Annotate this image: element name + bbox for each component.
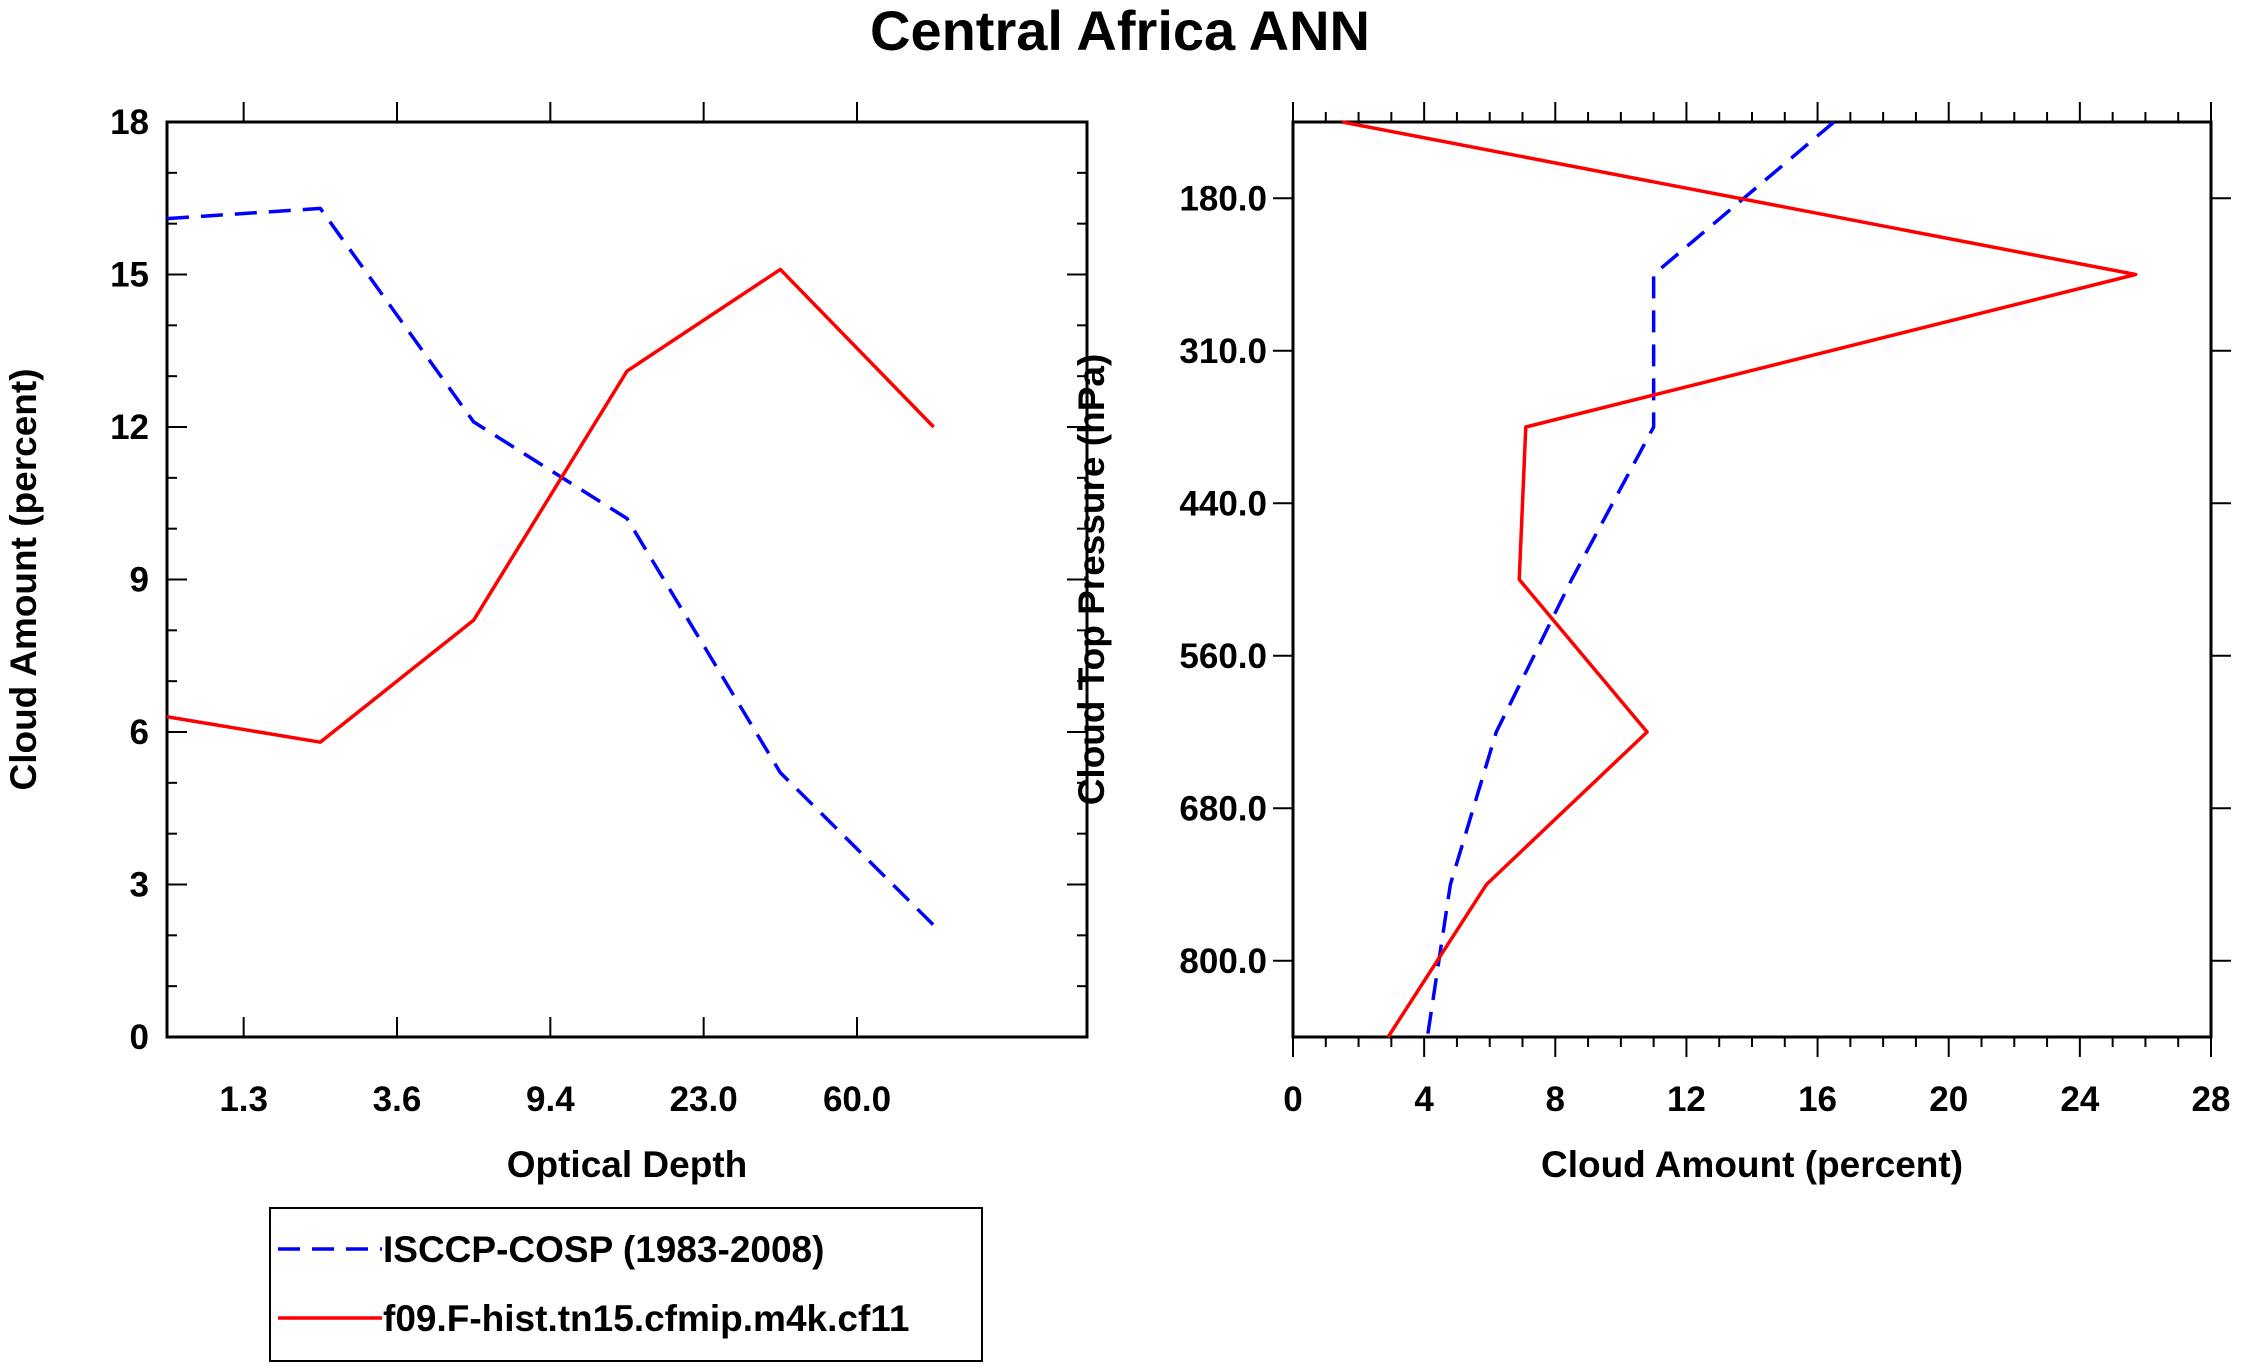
left-y-axis-label: Cloud Amount (percent)	[3, 368, 44, 790]
left-x-tick-label: 9.4	[526, 1080, 575, 1119]
left-y-tick-label: 9	[130, 561, 149, 600]
left-y-tick-label: 3	[130, 866, 149, 905]
right-y-tick-label: 310.0	[1179, 332, 1267, 371]
right-x-tick-label: 16	[1798, 1080, 1837, 1119]
right-y-tick-label: 800.0	[1179, 942, 1267, 981]
legend-label-isccp: ISCCP-COSP (1983-2008)	[383, 1229, 824, 1270]
right-y-axis-label: Cloud Top Pressure (hPa)	[1071, 354, 1112, 806]
left-y-tick-label: 12	[110, 408, 149, 447]
right-y-tick-label: 560.0	[1179, 637, 1267, 676]
right-chart: 0 4 8 12 16 20 24 28 180.0 310.0 440.0 560.0 680.0 80…	[1071, 102, 2231, 1185]
left-x-axis-label: Optical Depth	[507, 1144, 748, 1185]
left-series-line-0	[166, 206, 935, 927]
left-plot-frame	[165, 120, 1089, 1039]
left-x-tick-label: 60.0	[823, 1080, 891, 1119]
right-x-tick-label: 20	[1929, 1080, 1968, 1119]
left-y-tick-label: 15	[110, 256, 149, 295]
left-series-line-1	[166, 267, 935, 744]
right-x-axis-label: Cloud Amount (percent)	[1541, 1144, 1963, 1185]
right-x-tick-label: 24	[2060, 1080, 2099, 1119]
right-y-tick-label: 180.0	[1179, 179, 1267, 218]
left-x-tick-label: 23.0	[670, 1080, 738, 1119]
right-x-tick-label: 4	[1414, 1080, 1434, 1119]
right-x-tick-label: 28	[2192, 1080, 2231, 1119]
left-y-tick-label: 18	[110, 103, 149, 142]
right-y-tick-label: 440.0	[1179, 484, 1267, 523]
left-y-tick-label: 0	[130, 1018, 149, 1057]
right-y-tick-label: 680.0	[1179, 789, 1267, 828]
left-x-tick-label: 1.3	[219, 1080, 268, 1119]
right-x-tick-label: 0	[1283, 1080, 1302, 1119]
legend-box	[269, 1207, 983, 1362]
legend: ISCCP-COSP (1983-2008) f09.F-hist.tn15.c…	[269, 1207, 983, 1362]
right-x-tick-label: 12	[1667, 1080, 1706, 1119]
left-x-tick-label: 3.6	[373, 1080, 422, 1119]
chart-title: Central Africa ANN	[870, 0, 1370, 62]
right-plot-frame	[1291, 120, 2213, 1039]
left-chart: 0 3 6 9 12 15 18 1.3 3.6 9.4 23.0 60.0 Optical Depth…	[3, 102, 1089, 1185]
left-y-tick-label: 6	[130, 713, 149, 752]
right-series-line-1	[1341, 120, 2138, 1038]
legend-label-model: f09.F-hist.tn15.cfmip.m4k.cf11	[383, 1298, 909, 1339]
right-x-tick-label: 8	[1546, 1080, 1565, 1119]
right-series-line-0	[1425, 120, 1836, 1038]
